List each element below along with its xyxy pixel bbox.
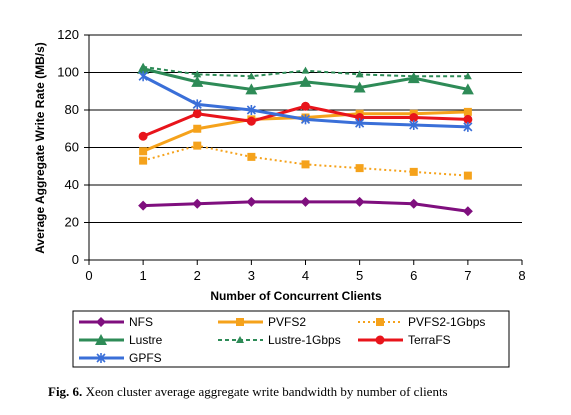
legend-marker [236, 336, 244, 343]
data-point [139, 156, 148, 165]
legend-label: TerraFS [408, 333, 451, 347]
gridlines [89, 34, 522, 223]
axes [84, 34, 523, 265]
figure-caption: Fig. 6. Xeon cluster average aggregate w… [48, 384, 548, 400]
data-point [355, 164, 364, 173]
data-point [192, 198, 203, 209]
data-point [138, 200, 149, 211]
data-point [193, 70, 202, 78]
series-lines [137, 62, 474, 217]
x-tick-labels: 0 1 2 3 4 5 6 7 8 [85, 268, 525, 283]
legend-marker [95, 334, 107, 345]
x-tick-label: 0 [85, 268, 92, 283]
data-point [300, 196, 311, 207]
legend-marker [96, 317, 106, 327]
chart: 0 20 40 60 80 100 120 0 1 2 3 4 5 6 7 8 Average Aggreg… [33, 27, 526, 368]
series-gpfs [138, 71, 473, 132]
y-tick-label: 120 [57, 27, 79, 42]
x-tick-label: 4 [302, 268, 309, 283]
data-point [193, 141, 202, 150]
series-nfs [138, 196, 473, 217]
legend-marker [96, 353, 106, 363]
legend-entry: PVFS2 [218, 315, 306, 329]
data-point [193, 124, 202, 133]
data-point [246, 196, 257, 207]
legend-entry: TerraFS [358, 333, 451, 347]
legend-entry: PVFS2-1Gbps [358, 315, 485, 329]
figure-caption-label: Fig. 6. [48, 384, 83, 399]
x-tick-label: 5 [356, 268, 363, 283]
data-point [192, 99, 202, 110]
y-tick-label: 40 [65, 177, 79, 192]
data-point [301, 66, 310, 74]
data-point [409, 72, 418, 80]
legend-label: GPFS [129, 351, 162, 365]
legend-entry: Lustre-1Gbps [218, 333, 341, 347]
series-lustre-1gbps [139, 62, 472, 80]
data-point [192, 109, 202, 119]
x-tick-label: 8 [518, 268, 525, 283]
legend-label: Lustre [129, 333, 163, 347]
legend-label: NFS [129, 315, 153, 329]
y-tick-label: 100 [57, 65, 79, 80]
data-point [139, 147, 148, 156]
x-tick-label: 6 [410, 268, 417, 283]
data-point [463, 121, 473, 132]
data-point [138, 71, 148, 82]
data-point [463, 171, 472, 180]
data-point [299, 75, 312, 87]
legend-marker [236, 318, 244, 326]
legend-box [72, 310, 510, 368]
data-point [408, 198, 419, 209]
legend-entry: NFS [79, 315, 153, 329]
data-point [301, 101, 310, 111]
data-point [247, 152, 256, 161]
data-point [300, 114, 311, 125]
y-tick-label: 60 [65, 140, 79, 155]
data-point [409, 113, 419, 122]
legend-marker [376, 318, 384, 326]
y-tick-labels: 0 20 40 60 80 100 120 [57, 27, 79, 267]
legend-entry: Lustre [79, 333, 163, 347]
data-point [463, 114, 473, 124]
data-point [354, 196, 365, 207]
legend-label: Lustre-1Gbps [268, 333, 341, 347]
data-point [301, 160, 310, 169]
data-point [353, 81, 366, 93]
data-point [463, 72, 472, 80]
data-point [409, 120, 419, 130]
data-point [409, 167, 418, 176]
data-point [139, 62, 148, 70]
data-point [246, 116, 256, 126]
data-point [461, 83, 474, 95]
series-pvfs2-1gbps [139, 141, 472, 180]
legend-marker [375, 335, 385, 345]
legend: NFS PVFS2 PVFS2-1Gbps Lustre Lustre-1Gbps Ter… [72, 310, 510, 368]
y-axis-label: Average Aggregate Write Rate (MB/s) [33, 42, 47, 254]
figure-caption-text: Xeon cluster average aggregate write ban… [82, 384, 448, 399]
y-tick-label: 80 [65, 102, 79, 117]
legend-label: PVFS2-1Gbps [408, 315, 485, 329]
legend-label: PVFS2 [268, 315, 306, 329]
y-tick-label: 20 [65, 215, 79, 230]
x-tick-label: 2 [194, 268, 201, 283]
legend-entry: GPFS [79, 351, 162, 365]
data-point [247, 72, 256, 80]
x-axis-label: Number of Concurrent Clients [210, 289, 382, 303]
data-point [245, 83, 258, 95]
data-point [355, 70, 364, 78]
x-tick-label: 1 [140, 268, 147, 283]
y-tick-label: 0 [72, 252, 79, 267]
data-point [355, 118, 365, 129]
data-point [463, 107, 472, 116]
data-point [191, 75, 204, 87]
data-point [138, 131, 148, 141]
data-point [246, 105, 256, 115]
x-tick-label: 7 [464, 268, 471, 283]
x-tick-label: 3 [248, 268, 255, 283]
data-point [462, 206, 473, 217]
